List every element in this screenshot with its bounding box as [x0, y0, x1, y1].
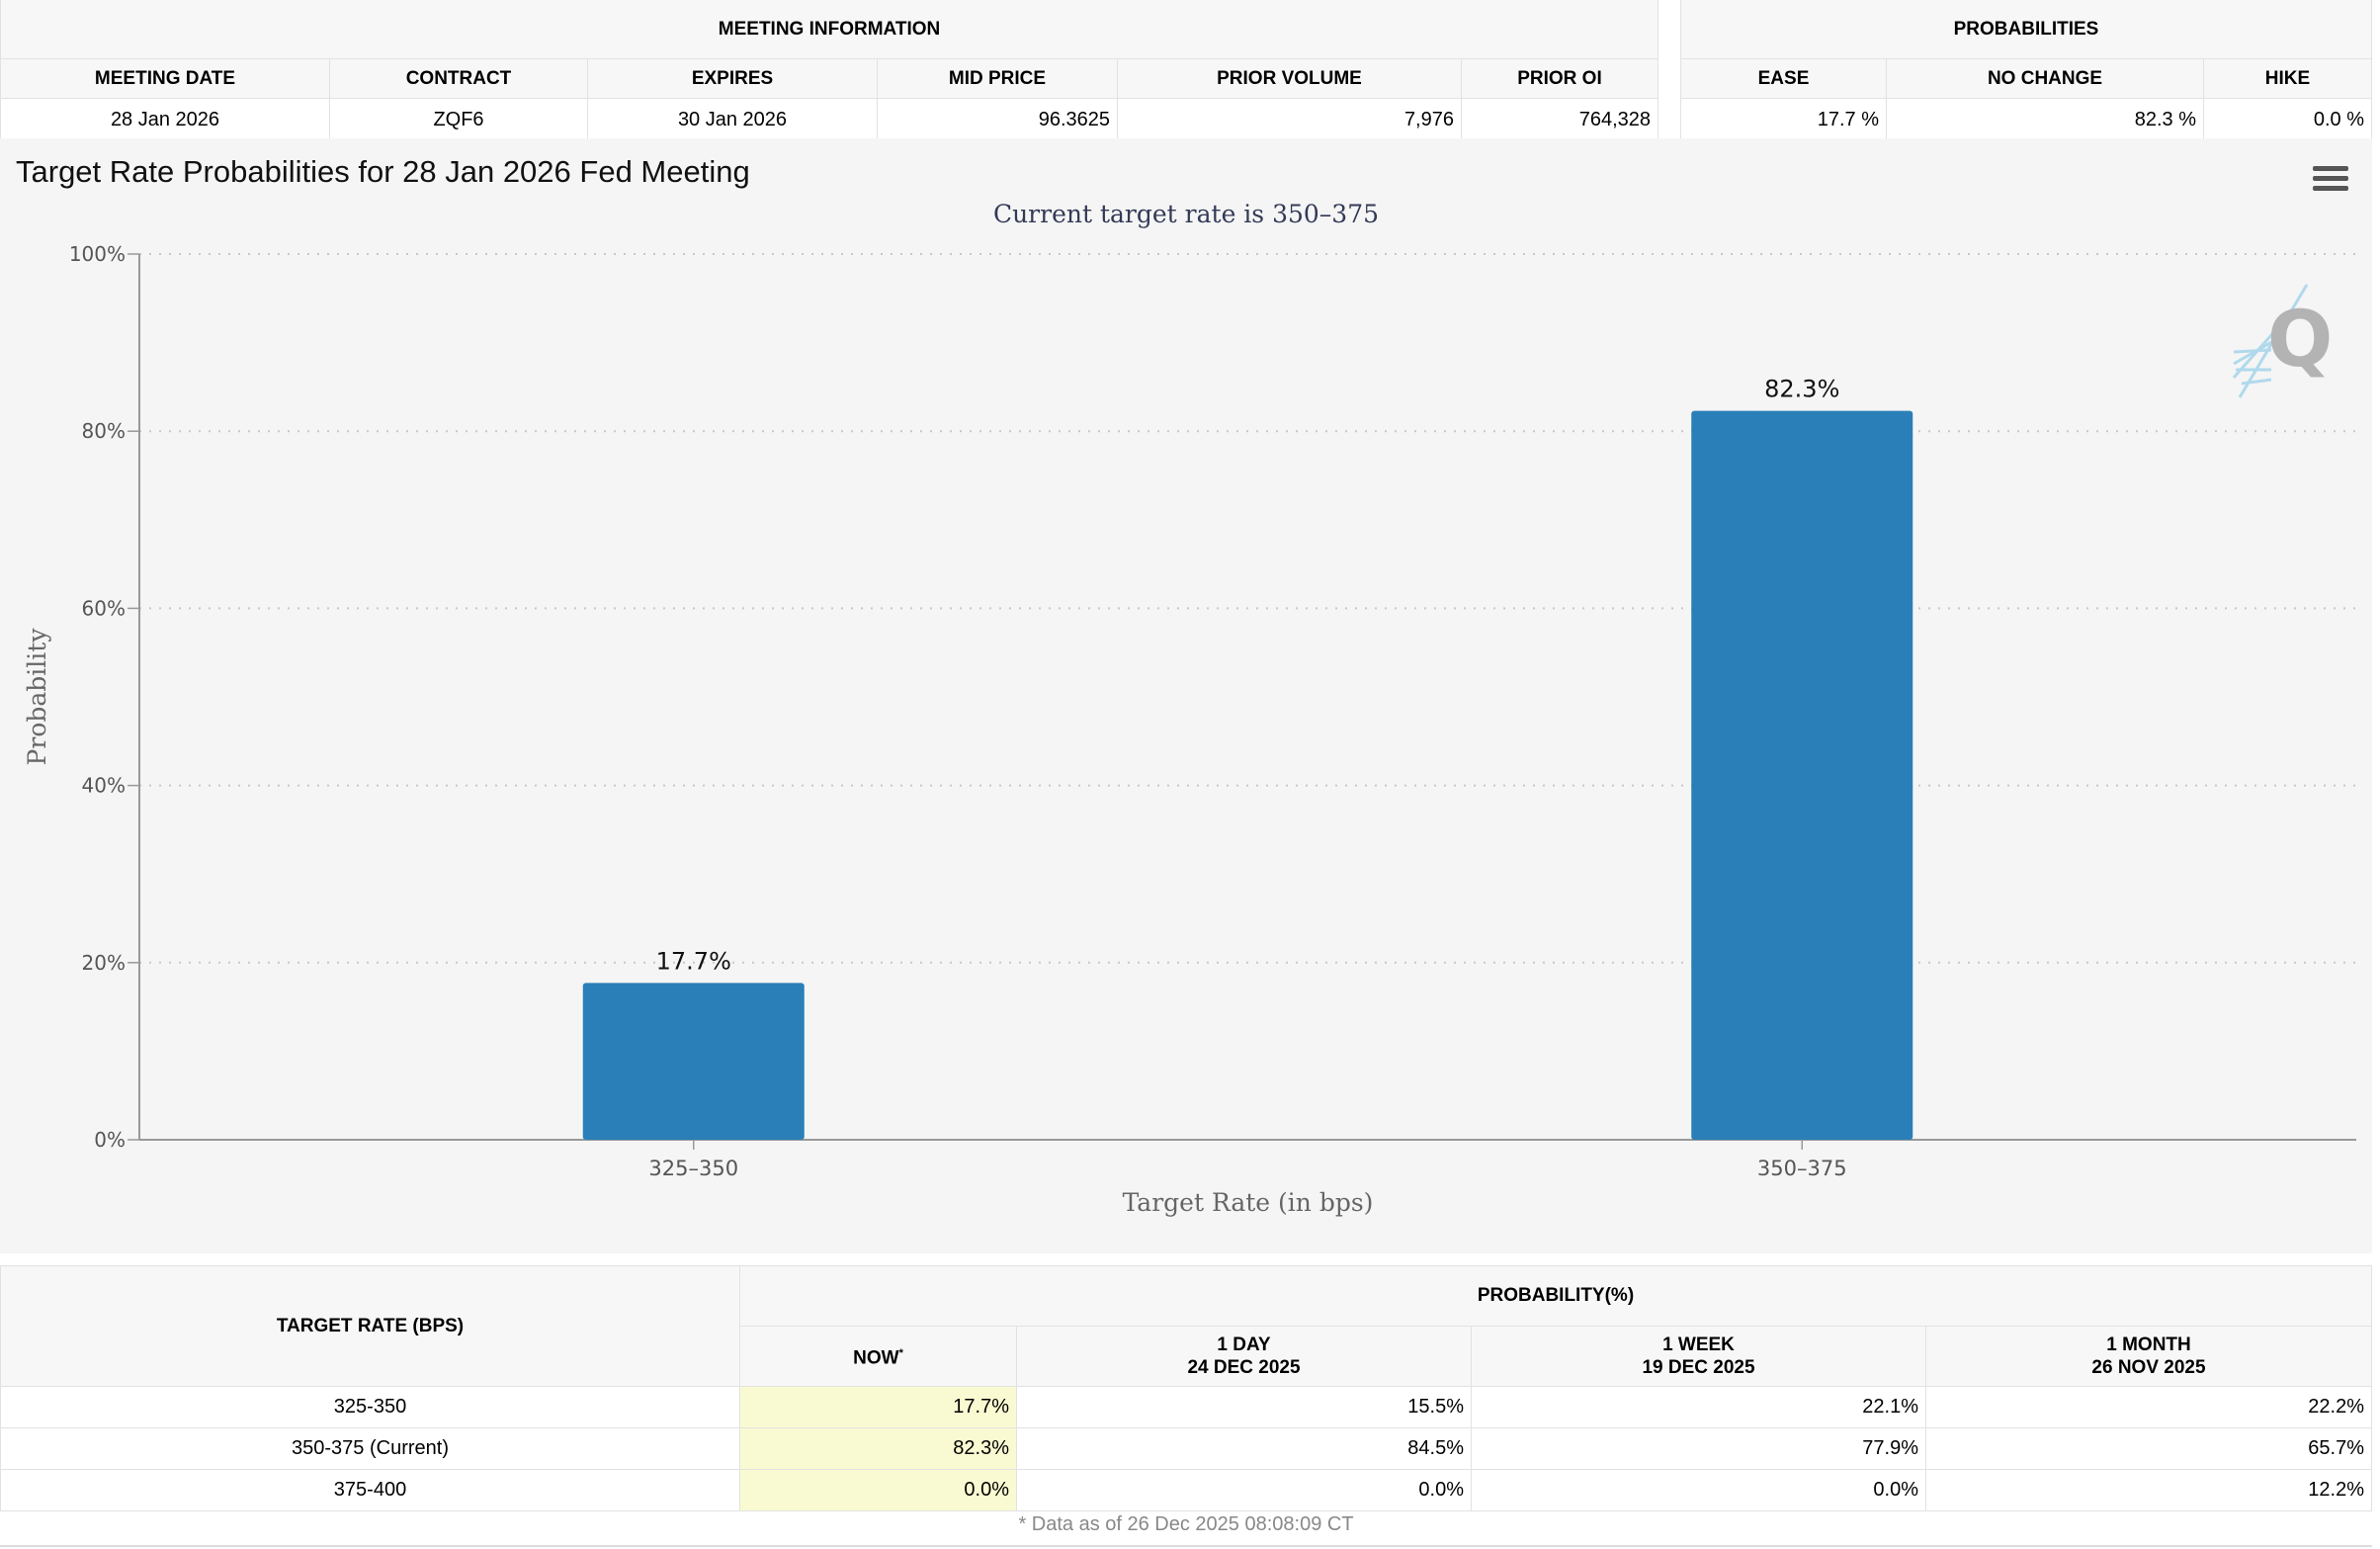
bar	[582, 983, 805, 1140]
column-header-hike: HIKE	[2203, 58, 2372, 99]
target-rate-cell: 350-375 (Current)	[0, 1427, 740, 1470]
column-header-1-week: 1 WEEK 19 DEC 2025	[1471, 1326, 1926, 1387]
column-header-no-change: NO CHANGE	[1886, 58, 2204, 99]
divider	[0, 1545, 2372, 1547]
meeting-information-table: MEETING INFORMATION MEETING DATE CONTRAC…	[0, 0, 1658, 141]
now-cell: 17.7%	[739, 1386, 1017, 1428]
bar-chart: 0% 20% 40% 60% 80% 100% 17.7% 325–350 82.3% 350–3…	[23, 242, 2356, 1217]
svg-text:Q: Q	[2267, 296, 2333, 385]
expires-value: 30 Jan 2026	[587, 98, 878, 141]
meeting-information-caption: MEETING INFORMATION	[0, 0, 1658, 59]
1-day-cell: 84.5%	[1016, 1427, 1472, 1470]
prior-oi-value: 764,328	[1461, 98, 1658, 141]
column-header-now: NOW*	[739, 1326, 1017, 1387]
no-change-value: 82.3 %	[1886, 98, 2204, 141]
ease-value: 17.7 %	[1680, 98, 1887, 141]
x-tick-label: 325–350	[648, 1157, 738, 1180]
target-rate-cell: 375-400	[0, 1469, 740, 1511]
x-axis-title: Target Rate (in bps)	[1123, 1188, 1374, 1217]
y-tick-label: 40%	[82, 774, 126, 798]
table-row: 28 Jan 2026 ZQF6 30 Jan 2026 96.3625 7,9…	[0, 98, 1658, 141]
chart-title: Target Rate Probabilities for 28 Jan 202…	[16, 154, 750, 189]
column-header-mid-price: MID PRICE	[877, 58, 1118, 99]
column-header-1-month: 1 MONTH 26 NOV 2025	[1925, 1326, 2372, 1387]
1-month-cell: 12.2%	[1925, 1469, 2372, 1511]
target-rate-cell: 325-350	[0, 1386, 740, 1428]
1-day-cell: 0.0%	[1016, 1469, 1472, 1511]
data-label: 82.3%	[1764, 376, 1839, 403]
y-tick-label: 20%	[82, 951, 126, 975]
hamburger-menu-icon[interactable]	[2313, 166, 2348, 194]
y-tick-label: 60%	[82, 596, 126, 620]
1-month-cell: 22.2%	[1925, 1386, 2372, 1428]
y-axis-title: Probability	[23, 628, 51, 766]
column-header-expires: EXPIRES	[587, 58, 878, 99]
bar	[1691, 410, 1913, 1140]
x-tick-label: 350–375	[1757, 1157, 1847, 1180]
contract-value: ZQF6	[329, 98, 588, 141]
y-tick-label: 80%	[82, 419, 126, 443]
column-header-contract: CONTRACT	[329, 58, 588, 99]
y-tick-label: 100%	[69, 242, 126, 266]
column-header-probability-group: PROBABILITY(%)	[739, 1265, 2372, 1327]
column-header-1-day: 1 DAY 24 DEC 2025	[1016, 1326, 1472, 1387]
chart-subtitle: Current target rate is 350–375	[992, 200, 1380, 228]
chart-panel: 0% 20% 40% 60% 80% 100% 17.7% 325–350 82.3% 350–3…	[0, 138, 2372, 1253]
probabilities-caption: PROBABILITIES	[1680, 0, 2372, 59]
table-row: 375-400 0.0% 0.0% 0.0% 12.2%	[0, 1469, 2372, 1511]
column-header-meeting-date: MEETING DATE	[0, 58, 330, 99]
column-header-prior-volume: PRIOR VOLUME	[1117, 58, 1462, 99]
1-month-cell: 65.7%	[1925, 1427, 2372, 1470]
1-week-cell: 22.1%	[1471, 1386, 1926, 1428]
column-header-prior-oi: PRIOR OI	[1461, 58, 1658, 99]
column-header-target-rate: TARGET RATE (BPS)	[0, 1265, 740, 1387]
1-day-cell: 15.5%	[1016, 1386, 1472, 1428]
data-label: 17.7%	[656, 947, 731, 975]
mid-price-value: 96.3625	[877, 98, 1118, 141]
1-week-cell: 77.9%	[1471, 1427, 1926, 1470]
y-tick-label: 0%	[94, 1128, 126, 1152]
probability-history-table: TARGET RATE (BPS) PROBABILITY(%) NOW* 1 …	[0, 1265, 2372, 1511]
table-row: 350-375 (Current) 82.3% 84.5% 77.9% 65.7…	[0, 1427, 2372, 1470]
prior-volume-value: 7,976	[1117, 98, 1462, 141]
data-timestamp-footnote: * Data as of 26 Dec 2025 08:08:09 CT	[1018, 1513, 1354, 1535]
hike-value: 0.0 %	[2203, 98, 2372, 141]
meeting-date-value: 28 Jan 2026	[0, 98, 330, 141]
table-row: 17.7 % 82.3 % 0.0 %	[1680, 98, 2372, 141]
1-week-cell: 0.0%	[1471, 1469, 1926, 1511]
q-logo-icon: Q	[2232, 284, 2333, 398]
table-row: 325-350 17.7% 15.5% 22.1% 22.2%	[0, 1386, 2372, 1428]
now-cell: 82.3%	[739, 1427, 1017, 1470]
column-header-ease: EASE	[1680, 58, 1887, 99]
now-cell: 0.0%	[739, 1469, 1017, 1511]
probabilities-table: PROBABILITIES EASE NO CHANGE HIKE 17.7 %…	[1680, 0, 2372, 141]
